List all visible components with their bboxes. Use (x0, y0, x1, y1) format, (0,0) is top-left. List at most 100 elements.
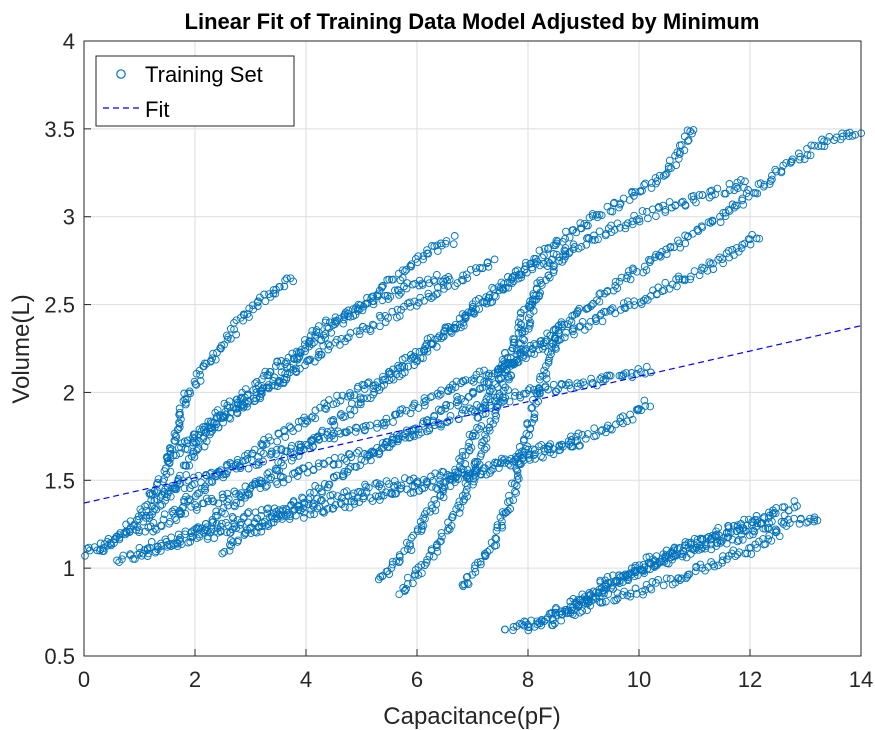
training-point (666, 243, 675, 252)
training-point (746, 240, 755, 249)
training-point (440, 483, 449, 492)
training-point (351, 462, 359, 471)
training-point (389, 275, 398, 284)
training-point (507, 371, 516, 380)
training-point (410, 297, 419, 306)
training-point (369, 300, 378, 309)
training-point (578, 317, 587, 326)
training-point (592, 210, 601, 219)
y-tick-label: 2.5 (44, 293, 75, 318)
training-point (561, 247, 570, 256)
training-point (561, 244, 570, 252)
training-point (431, 335, 439, 344)
training-point (385, 376, 394, 385)
training-point (301, 419, 309, 428)
training-point (341, 310, 349, 319)
training-point (535, 387, 544, 395)
training-point (183, 439, 192, 448)
training-point (358, 306, 367, 315)
x-tick-label: 8 (522, 667, 534, 692)
training-point (540, 342, 548, 350)
legend-box (95, 55, 295, 127)
training-point (194, 430, 203, 439)
training-point (375, 311, 384, 320)
training-point (341, 503, 349, 511)
training-point (214, 499, 223, 508)
training-point (478, 410, 487, 419)
training-point (482, 426, 491, 435)
training-point (725, 186, 734, 194)
training-point (740, 239, 749, 248)
training-point (353, 307, 362, 315)
training-point (654, 575, 663, 584)
training-point (398, 266, 407, 275)
training-point (765, 180, 774, 188)
training-point (528, 418, 536, 427)
training-point (454, 501, 463, 510)
training-point (573, 379, 582, 388)
training-point (228, 525, 237, 534)
training-point (618, 591, 627, 599)
training-point (325, 396, 333, 404)
training-point (677, 574, 686, 583)
training-point (353, 449, 361, 457)
training-point (471, 561, 479, 570)
training-point (259, 383, 268, 392)
training-point (135, 528, 143, 536)
training-point (658, 287, 667, 295)
training-point (639, 590, 647, 599)
training-point (662, 574, 671, 583)
training-point (402, 284, 411, 293)
training-point (199, 423, 207, 431)
training-point (538, 616, 546, 624)
training-point (464, 580, 473, 589)
training-point (519, 390, 528, 398)
training-point (499, 280, 508, 288)
training-point (501, 283, 510, 292)
x-tick-label: 6 (411, 667, 423, 692)
training-point (664, 164, 673, 173)
training-point (763, 524, 772, 532)
training-point (463, 481, 472, 490)
training-point (707, 191, 716, 200)
training-point (598, 426, 606, 434)
training-point (347, 453, 355, 462)
training-point (379, 418, 388, 427)
training-point (518, 335, 527, 343)
training-point (476, 375, 484, 384)
training-point (516, 314, 525, 322)
training-point (735, 525, 743, 533)
training-point (145, 489, 154, 498)
training-point (647, 560, 656, 568)
training-point (453, 393, 461, 401)
training-point (390, 477, 399, 485)
training-point (702, 534, 711, 543)
training-point (213, 470, 222, 479)
training-point (592, 431, 600, 440)
training-point (110, 539, 118, 547)
training-point (165, 541, 174, 549)
training-point (478, 383, 487, 392)
training-point (280, 426, 288, 434)
training-point (622, 274, 631, 283)
training-point (346, 391, 355, 400)
training-point (459, 318, 468, 327)
training-point (786, 159, 795, 167)
training-point (490, 291, 499, 300)
training-point (172, 516, 181, 524)
training-point (406, 433, 415, 441)
training-point (230, 501, 238, 510)
training-point (524, 314, 533, 322)
training-point (203, 527, 212, 536)
training-point (477, 422, 486, 430)
training-point (369, 321, 378, 330)
training-point (681, 200, 690, 209)
training-point (732, 527, 741, 535)
training-point (469, 389, 478, 398)
training-point (301, 336, 309, 344)
training-point (145, 543, 154, 552)
training-point (486, 417, 495, 426)
training-point (126, 525, 134, 534)
training-point (436, 537, 444, 546)
training-point (304, 461, 313, 470)
